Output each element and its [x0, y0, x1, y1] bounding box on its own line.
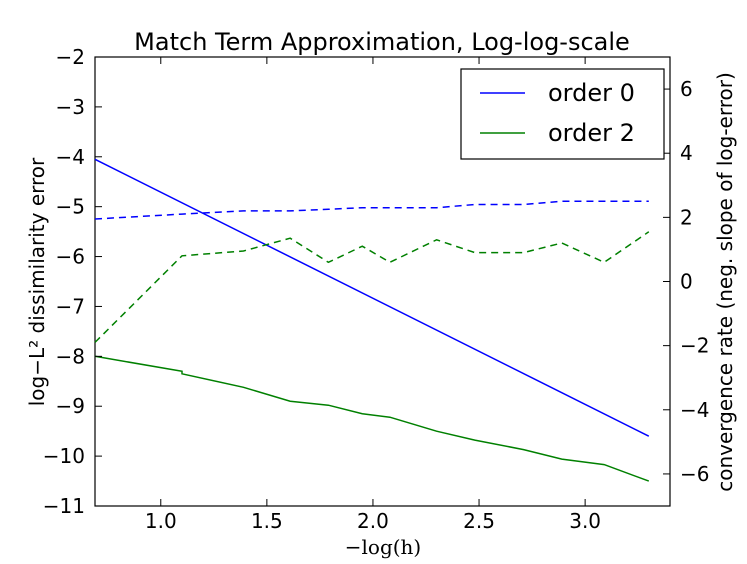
x-axis-label: −log(h) [345, 535, 421, 559]
y-left-tick-label: −3 [56, 95, 85, 119]
legend: order 0 order 2 [460, 68, 665, 160]
y-left-tick-label: −4 [56, 145, 85, 169]
y-left-tick-label: −7 [56, 294, 85, 318]
y-right-tick-label: 2 [680, 205, 693, 229]
y-left-tick-label: −2 [56, 45, 85, 69]
y-left-tick-label: −9 [56, 394, 85, 418]
legend-box [460, 68, 665, 160]
tick-layer: 1.0 1.5 2.0 2.5 3.0 −2 −3 −4 −5 −6 −7 −8 −9 −10 −11 6 4 2… [43, 45, 710, 533]
legend-label-order-2: order 2 [548, 119, 635, 147]
chart-title: Match Term Approximation, Log-log-scale [134, 28, 630, 56]
legend-label-order-0: order 0 [548, 79, 635, 107]
x-tick-label: 1.0 [145, 509, 177, 533]
y-right-tick-label: 0 [680, 270, 693, 294]
y-left-tick-label: −11 [43, 494, 85, 518]
y-left-tick-label: −8 [56, 344, 85, 368]
y-right-tick-label: −6 [680, 462, 709, 486]
y-right-tick-label: −4 [680, 398, 709, 422]
y-right-tick-label: 6 [680, 77, 693, 101]
y-axis-left-label: log−L² dissimilarity error [25, 157, 49, 406]
y-right-tick-label: −2 [680, 334, 709, 358]
x-tick-label: 3.0 [569, 509, 601, 533]
y-right-tick-label: 4 [680, 141, 693, 165]
y-left-tick-label: −6 [56, 245, 85, 269]
y-axis-right-label: convergence rate (neg. slope of log-erro… [713, 72, 737, 492]
series-rate-1-line [94, 200, 649, 220]
series-layer [94, 158, 650, 482]
series-order-0-line [94, 158, 650, 437]
series-rate-2-line [94, 231, 650, 343]
x-tick-label: 1.5 [251, 509, 283, 533]
y-left-tick-label: −5 [56, 195, 85, 219]
x-tick-label: 2.0 [357, 509, 389, 533]
x-tick-label: 2.5 [463, 509, 495, 533]
series-order-2-line [94, 355, 650, 482]
y-left-tick-label: −10 [43, 444, 85, 468]
